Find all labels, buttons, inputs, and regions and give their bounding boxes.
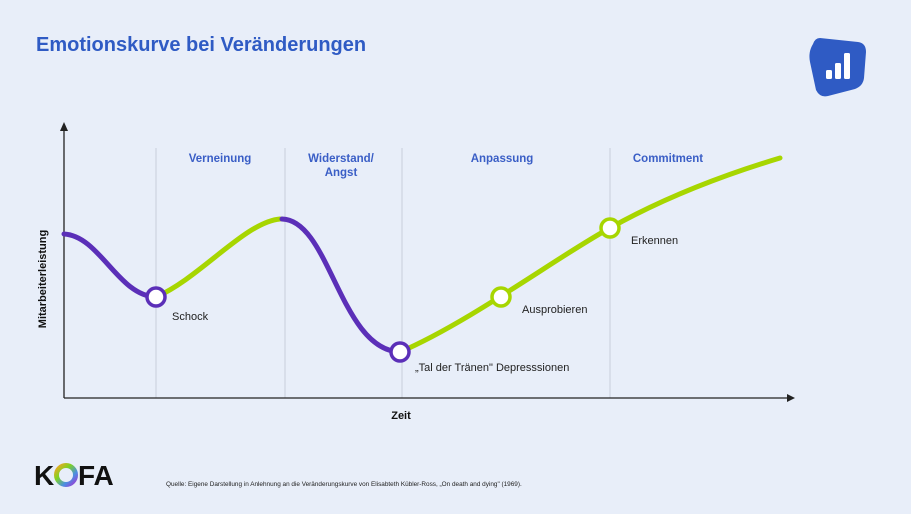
x-axis-arrow bbox=[787, 394, 795, 402]
phase-label-commitment: Commitment bbox=[633, 153, 703, 165]
x-axis-label: Zeit bbox=[391, 410, 411, 422]
curve-segment-decline-2 bbox=[279, 216, 403, 355]
milestone-label-ausprobieren: Ausprobieren bbox=[522, 304, 587, 316]
kofa-logo-fa: FA bbox=[78, 460, 114, 491]
phase-label-verneinung: Verneinung bbox=[189, 153, 252, 165]
y-axis-arrow bbox=[60, 122, 68, 131]
phase-label-line: Widerstand/ bbox=[308, 153, 375, 165]
kofa-logo-k: K bbox=[34, 460, 54, 491]
milestone-marker-schock bbox=[145, 286, 167, 308]
milestone-label-schock: Schock bbox=[172, 311, 209, 323]
kofa-logo: K FA bbox=[34, 460, 114, 491]
phase-dividers bbox=[155, 148, 611, 398]
milestone-marker-erkennen bbox=[599, 217, 621, 239]
milestone-marker-ausprobieren bbox=[490, 286, 512, 308]
phase-label-widerstand: Widerstand/Angst bbox=[308, 153, 375, 179]
kofa-logo-ring-icon bbox=[54, 463, 78, 487]
milestone-label-tal-der-traenen: „Tal der Tränen" Depresssionen bbox=[415, 362, 569, 374]
milestone-marker-tal-der-traenen bbox=[389, 341, 411, 363]
y-axis-label: Mitarbeiterleistung bbox=[37, 230, 49, 328]
source-note: Quelle: Eigene Darstellung in Anlehnung … bbox=[166, 481, 522, 488]
curve-segment-decline-1 bbox=[61, 231, 159, 300]
milestone-label-erkennen: Erkennen bbox=[631, 235, 678, 247]
page-title: Emotionskurve bei Veränderungen bbox=[36, 34, 367, 56]
bar-chart-icon bbox=[809, 38, 866, 97]
phase-label-anpassung: Anpassung bbox=[471, 153, 534, 165]
phase-label-line: Angst bbox=[325, 167, 358, 179]
curve-segment-rise-2 bbox=[397, 155, 783, 355]
curve-segment-rise-1 bbox=[153, 216, 283, 300]
